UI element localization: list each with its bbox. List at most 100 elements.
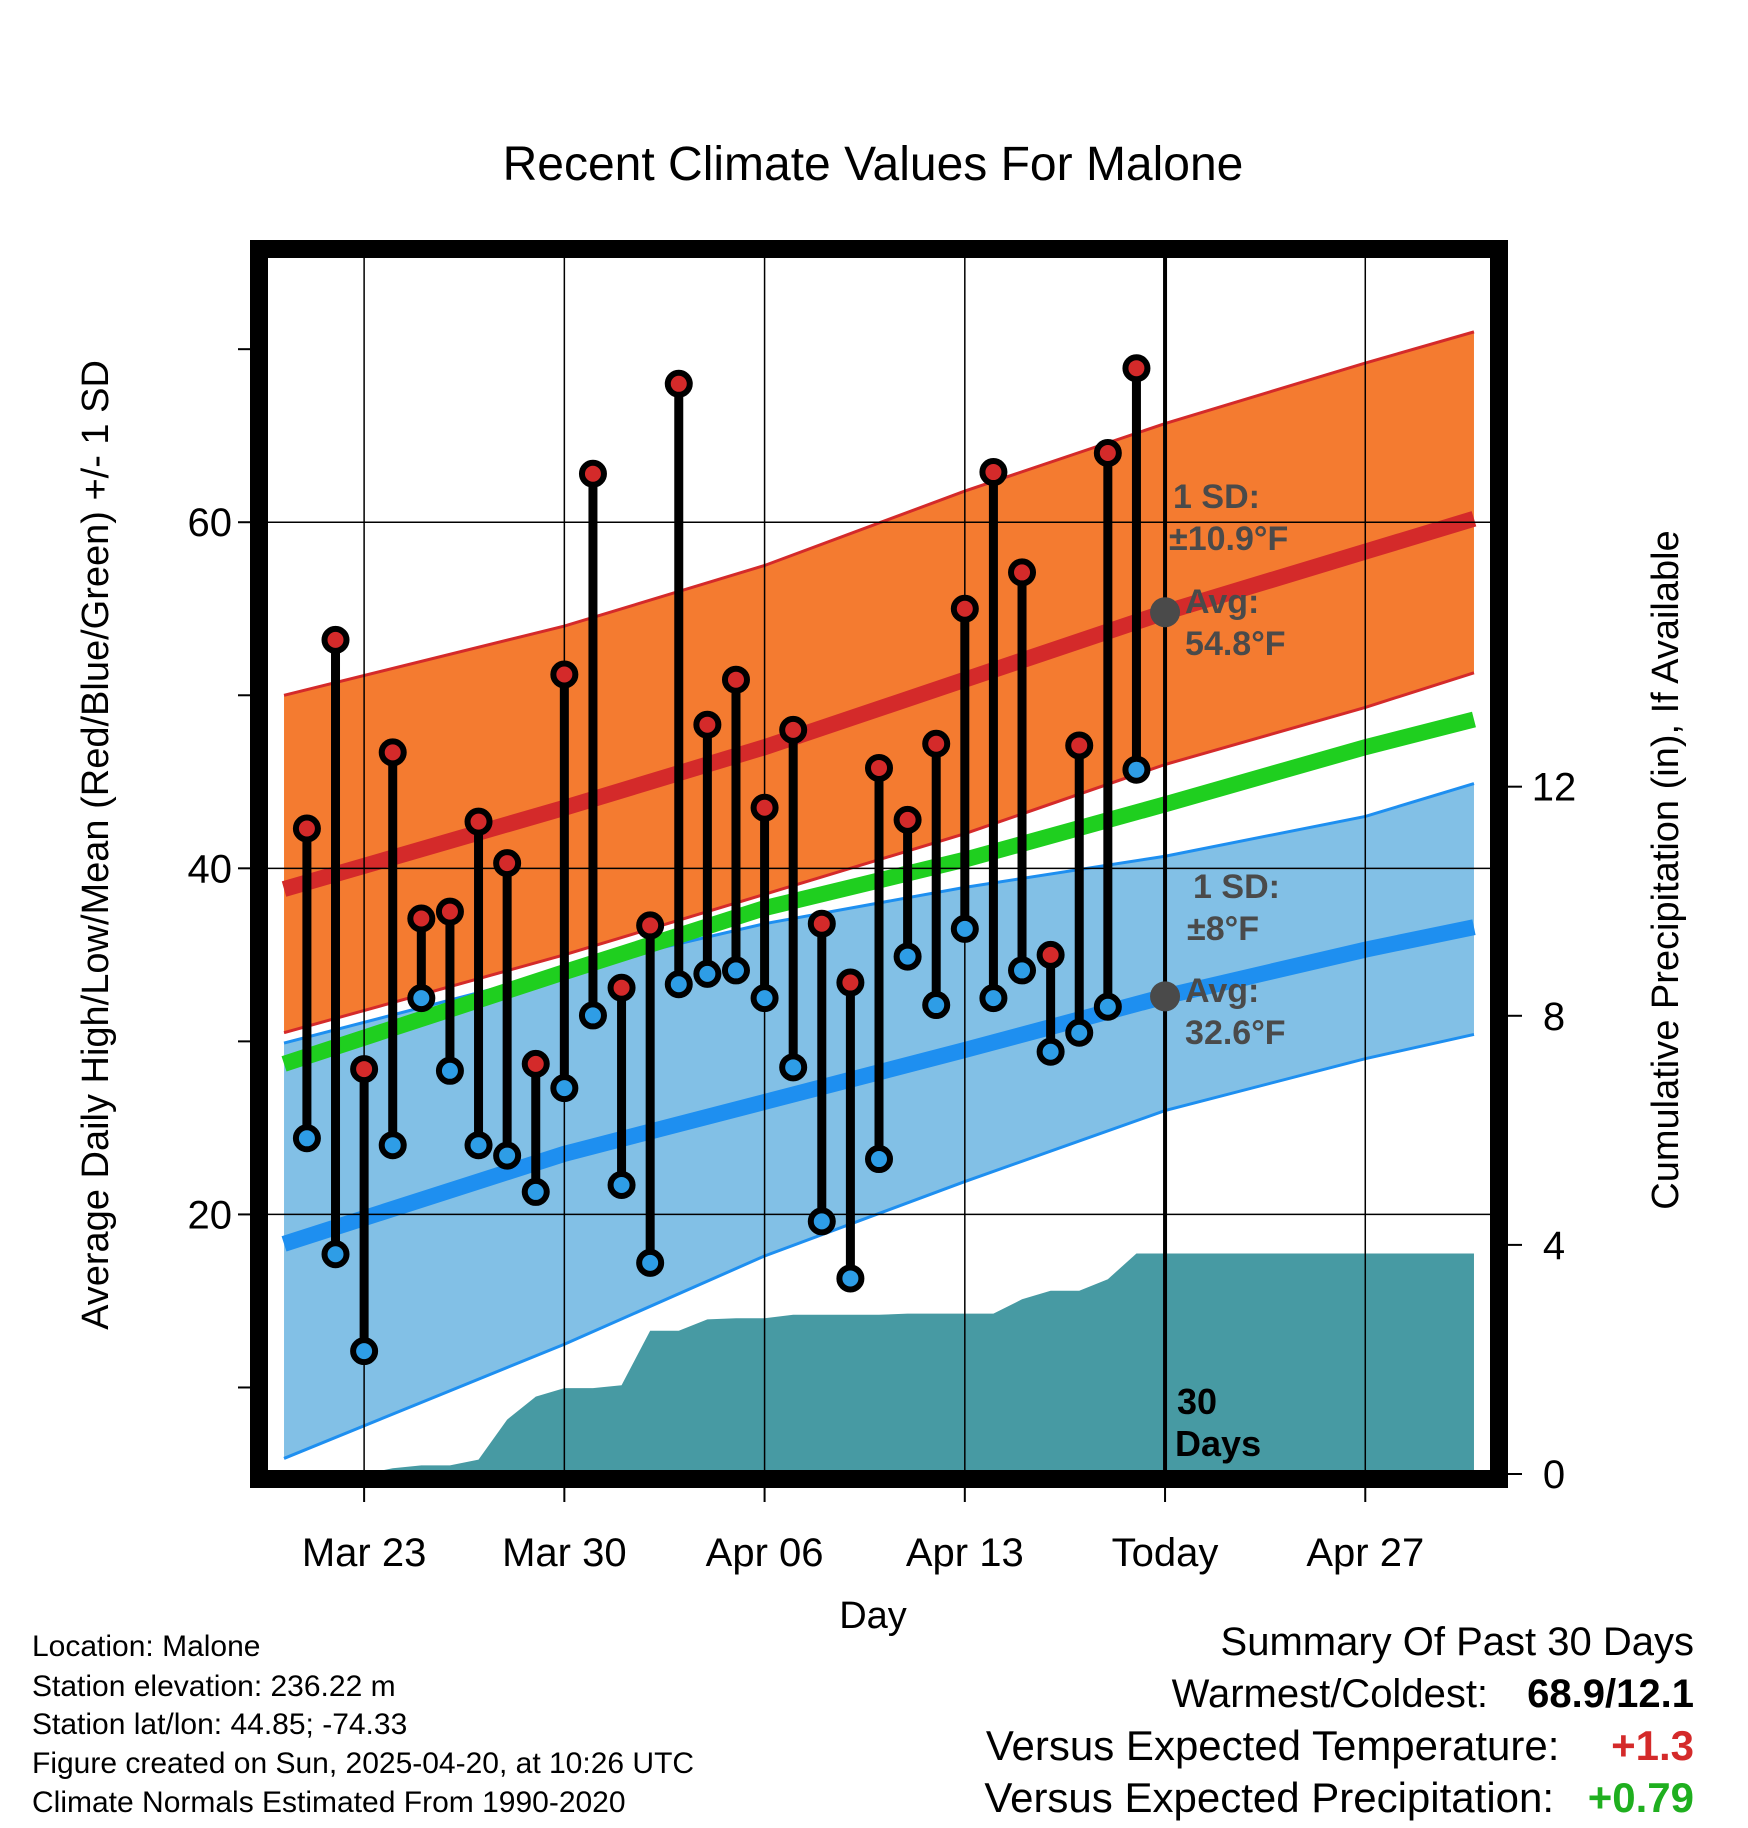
low-point [1122,755,1151,784]
x-tick-label: Apr 27 [1306,1531,1424,1575]
location-text: Location: Malone [32,1630,261,1663]
high-point [750,793,779,822]
low-point [1036,1037,1065,1066]
high-point [779,715,808,744]
window-label-days: Days [1175,1423,1261,1464]
latlon-text: Station lat/lon: 44.85; -74.33 [32,1708,408,1741]
high-point [292,814,321,843]
temp-label: Versus Expected Temperature: [985,1722,1560,1769]
low-point [1065,1018,1094,1047]
low-point [750,984,779,1013]
low-sd-label: 1 SD: [1193,868,1280,906]
low-point [1093,992,1122,1021]
high-point [664,369,693,398]
high-point [378,738,407,767]
low-point [321,1240,350,1269]
y-left-tick-label: 60 [188,501,233,545]
low-sd-value: ±8°F [1187,910,1259,948]
low-point [979,984,1008,1013]
low-point [407,984,436,1013]
high-point [407,904,436,933]
y-right-tick-label: 0 [1543,1453,1565,1497]
low-point [378,1131,407,1160]
high-point [1036,940,1065,969]
low-avg-marker [1150,981,1181,1012]
low-point [578,1001,607,1030]
high-point [865,753,893,782]
high-point [464,807,493,836]
window-label-number: 30 [1177,1381,1217,1422]
low-point [865,1145,893,1174]
high-point [893,805,922,834]
summary-temp-row: Versus Expected Temperature: +1.3 [986,1722,1694,1770]
y-axis-left-label: Average Daily High/Low/Mean (Red/Blue/Gr… [75,360,117,1330]
y-left-tick-label: 20 [188,1193,233,1237]
high-point [636,911,665,940]
low-point [1008,956,1037,985]
x-tick-label: Mar 30 [502,1531,627,1575]
y-right-tick-label: 12 [1532,766,1577,810]
x-axis-label: Day [839,1595,907,1637]
high-sd-band [284,331,1474,1033]
temp-anomaly-value: +1.3 [1611,1722,1694,1769]
high-point [979,458,1008,487]
low-point [664,970,693,999]
y-right-tick-label: 4 [1543,1224,1565,1268]
high-point [1008,558,1037,587]
high-point [578,459,607,488]
low-point [721,956,750,985]
high-point [550,660,579,689]
plot-frame [250,240,1508,1488]
high-point [693,710,722,739]
summary-warmest-row: Warmest/Coldest: 68.9/12.1 [1172,1672,1694,1717]
low-point [521,1177,550,1206]
high-point [836,968,865,997]
high-avg-marker [1150,597,1181,628]
low-point [435,1056,464,1085]
summary-heading-text: Summary Of Past 30 Days [1220,1620,1694,1664]
high-point [521,1049,550,1078]
low-point [607,1171,636,1200]
high-point [435,897,464,926]
elevation-text: Station elevation: 236.22 m [32,1670,396,1703]
low-avg-label: Avg: [1185,972,1259,1010]
low-point [779,1053,808,1082]
created-text: Figure created on Sun, 2025-04-20, at 10… [32,1747,695,1780]
low-point [464,1131,493,1160]
high-point [321,625,350,654]
high-point [807,909,836,938]
y-left-tick-label: 40 [188,847,233,891]
high-point [950,594,979,623]
high-sd-label: 1 SD: [1173,478,1260,516]
chart-title: Recent Climate Values For Malone [503,138,1244,191]
high-point [1093,439,1122,468]
low-point [292,1124,321,1153]
low-point [950,914,979,943]
high-point [350,1055,379,1084]
low-point [922,991,951,1020]
low-avg-value: 32.6°F [1185,1014,1286,1052]
low-point [693,959,722,988]
low-point [550,1074,579,1103]
high-point [493,849,522,878]
precip-label: Versus Expected Precipitation: [984,1774,1555,1821]
low-point [493,1141,522,1170]
high-point [1065,731,1094,760]
precip-area [284,1253,1474,1474]
high-avg-label: Avg: [1185,583,1259,621]
x-tick-label: Apr 06 [706,1531,824,1575]
high-point [1122,354,1151,383]
low-point [893,942,922,971]
warmest-value: 68.9/12.1 [1527,1672,1694,1716]
x-tick-label: Mar 23 [302,1531,427,1575]
high-point [607,973,636,1002]
low-point [836,1264,865,1293]
normals-text: Climate Normals Estimated From 1990-2020 [32,1786,626,1819]
high-point [922,729,951,758]
low-point [350,1337,379,1366]
y-axis-right-label: Cumulative Precipitation (in), If Availa… [1645,530,1687,1209]
low-point [807,1207,836,1236]
warmest-label: Warmest/Coldest: [1171,1672,1489,1716]
precip-anomaly-value: +0.79 [1587,1774,1694,1821]
